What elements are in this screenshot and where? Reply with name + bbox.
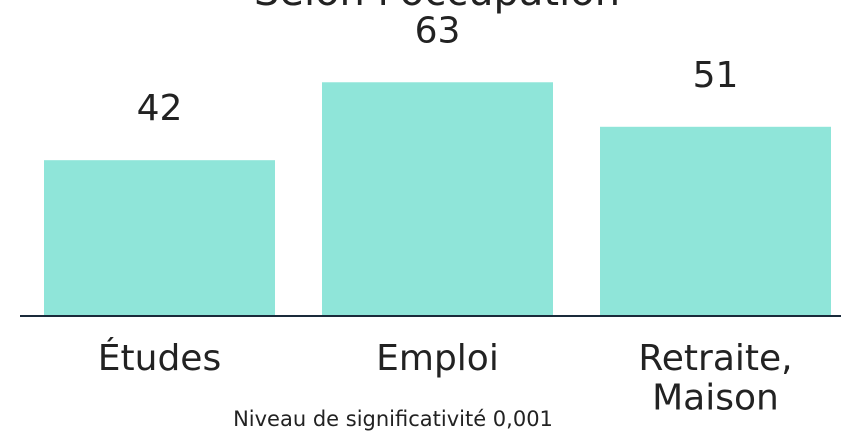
value-label: 63 (415, 10, 461, 51)
x-tick-label: Études (98, 337, 221, 379)
x-tick-label: Emploi (376, 338, 499, 379)
value-label: 42 (137, 88, 183, 129)
bar (600, 126, 831, 316)
bar (322, 82, 553, 317)
bar (44, 160, 275, 316)
chart-title: Selon l'occupation (254, 0, 620, 15)
value-label: 51 (693, 55, 739, 96)
note: Niveau de significativité 0,001 (233, 407, 553, 431)
x-tick-label: Retraite, Maison (638, 338, 792, 419)
